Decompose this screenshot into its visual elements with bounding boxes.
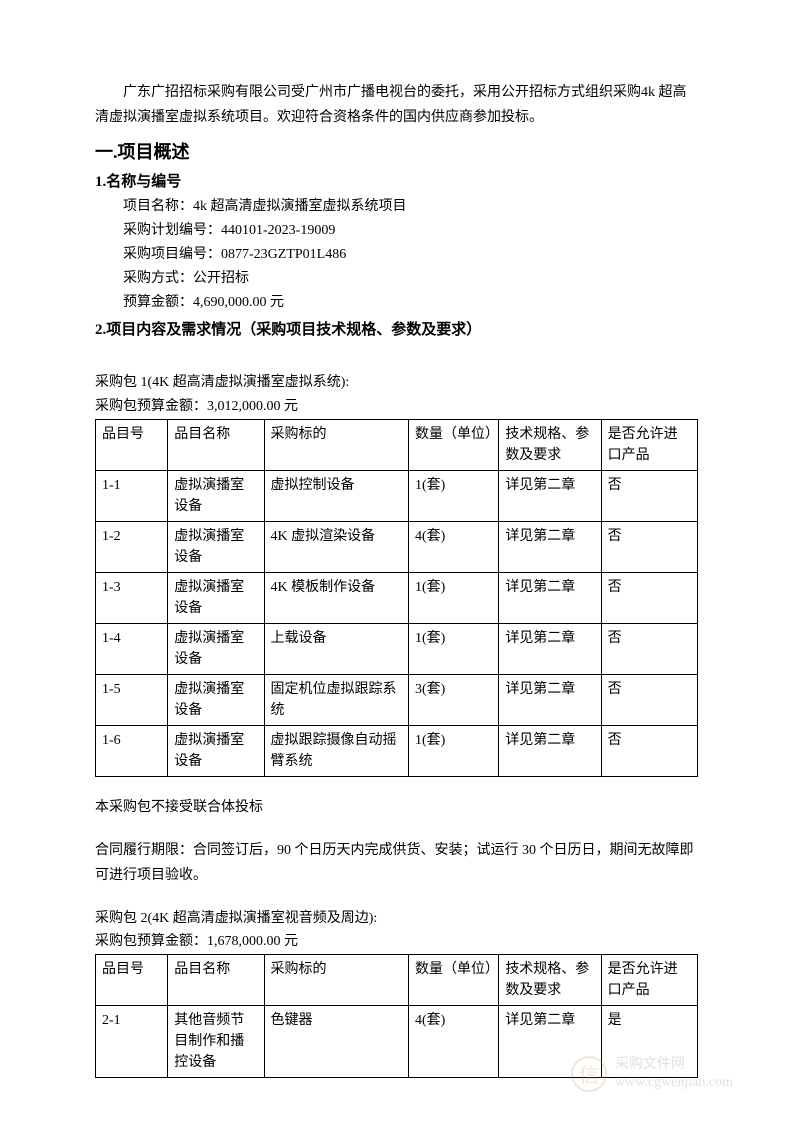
cell: 1(套) bbox=[409, 572, 499, 623]
cell: 1-3 bbox=[96, 572, 168, 623]
cell: 1(套) bbox=[409, 470, 499, 521]
intro-paragraph: 广东广招招标采购有限公司受广州市广播电视台的委托，采用公开招标方式组织采购4k … bbox=[95, 80, 698, 130]
cell: 详见第二章 bbox=[499, 470, 601, 521]
cell: 2-1 bbox=[96, 1006, 168, 1078]
cell: 详见第二章 bbox=[499, 521, 601, 572]
cell: 1(套) bbox=[409, 623, 499, 674]
cell: 虚拟跟踪摄像自动摇臂系统 bbox=[264, 725, 408, 776]
sub2-title: 2.项目内容及需求情况（采购项目技术规格、参数及要求） bbox=[95, 318, 698, 339]
cell: 否 bbox=[601, 572, 697, 623]
header-c2: 品目名称 bbox=[168, 955, 264, 1006]
cell: 4K 虚拟渲染设备 bbox=[264, 521, 408, 572]
method-line: 采购方式：公开招标 bbox=[95, 267, 698, 291]
section1-title: 一.项目概述 bbox=[95, 138, 698, 164]
proj-no-line: 采购项目编号：0877-23GZTP01L486 bbox=[95, 243, 698, 267]
cell: 详见第二章 bbox=[499, 572, 601, 623]
cell: 详见第二章 bbox=[499, 623, 601, 674]
cell: 4K 模板制作设备 bbox=[264, 572, 408, 623]
cell: 色键器 bbox=[264, 1006, 408, 1078]
table-header-row: 品目号 品目名称 采购标的 数量（单位） 技术规格、参数及要求 是否允许进口产品 bbox=[96, 955, 698, 1006]
watermark-line1: 采购文件网 bbox=[615, 1056, 733, 1074]
cell: 1-2 bbox=[96, 521, 168, 572]
header-c4: 数量（单位） bbox=[409, 955, 499, 1006]
header-c6: 是否允许进口产品 bbox=[601, 955, 697, 1006]
cell: 否 bbox=[601, 470, 697, 521]
budget-line: 预算金额：4,690,000.00 元 bbox=[95, 291, 698, 315]
cell: 否 bbox=[601, 725, 697, 776]
proj-no-label: 采购项目编号： bbox=[123, 247, 221, 262]
package1-note1: 本采购包不接受联合体投标 bbox=[95, 795, 698, 820]
package1-table: 品目号 品目名称 采购标的 数量（单位） 技术规格、参数及要求 是否允许进口产品… bbox=[95, 419, 698, 777]
cell: 详见第二章 bbox=[499, 725, 601, 776]
cell: 虚拟演播室设备 bbox=[168, 725, 264, 776]
package1-budget-value: 3,012,000.00 元 bbox=[207, 399, 298, 414]
header-c2: 品目名称 bbox=[168, 419, 264, 470]
table-row: 1-4 虚拟演播室设备 上载设备 1(套) 详见第二章 否 bbox=[96, 623, 698, 674]
cell: 4(套) bbox=[409, 1006, 499, 1078]
package2-title: 采购包 2(4K 超高清虚拟演播室视音频及周边): bbox=[95, 907, 698, 931]
cell: 否 bbox=[601, 623, 697, 674]
cell: 虚拟演播室设备 bbox=[168, 470, 264, 521]
watermark-text: 采购文件网 www.cgwenjian.com bbox=[615, 1056, 733, 1092]
cell: 3(套) bbox=[409, 674, 499, 725]
watermark-icon: 信 bbox=[571, 1056, 607, 1092]
header-c5: 技术规格、参数及要求 bbox=[499, 419, 601, 470]
cell: 其他音频节目制作和播控设备 bbox=[168, 1006, 264, 1078]
header-c1: 品目号 bbox=[96, 955, 168, 1006]
method-label: 采购方式： bbox=[123, 271, 193, 286]
watermark: 信 采购文件网 www.cgwenjian.com bbox=[571, 1056, 733, 1092]
table-header-row: 品目号 品目名称 采购标的 数量（单位） 技术规格、参数及要求 是否允许进口产品 bbox=[96, 419, 698, 470]
cell: 1-4 bbox=[96, 623, 168, 674]
cell: 4(套) bbox=[409, 521, 499, 572]
budget-label: 预算金额： bbox=[123, 295, 193, 310]
cell: 固定机位虚拟跟踪系统 bbox=[264, 674, 408, 725]
cell: 虚拟演播室设备 bbox=[168, 572, 264, 623]
plan-no-label: 采购计划编号： bbox=[123, 223, 221, 238]
package2-budget-value: 1,678,000.00 元 bbox=[207, 934, 298, 949]
header-c3: 采购标的 bbox=[264, 419, 408, 470]
package1-budget-label: 采购包预算金额： bbox=[95, 399, 207, 414]
cell: 虚拟演播室设备 bbox=[168, 674, 264, 725]
project-name-line: 项目名称：4k 超高清虚拟演播室虚拟系统项目 bbox=[95, 195, 698, 219]
budget-value: 4,690,000.00 元 bbox=[193, 295, 284, 310]
plan-no-line: 采购计划编号：440101-2023-19009 bbox=[95, 219, 698, 243]
cell: 1-5 bbox=[96, 674, 168, 725]
cell: 否 bbox=[601, 521, 697, 572]
package1-budget-line: 采购包预算金额：3,012,000.00 元 bbox=[95, 395, 698, 419]
package2-budget-label: 采购包预算金额： bbox=[95, 934, 207, 949]
header-c3: 采购标的 bbox=[264, 955, 408, 1006]
plan-no-value: 440101-2023-19009 bbox=[221, 223, 335, 238]
table-row: 1-2 虚拟演播室设备 4K 虚拟渲染设备 4(套) 详见第二章 否 bbox=[96, 521, 698, 572]
package2-budget-line: 采购包预算金额：1,678,000.00 元 bbox=[95, 930, 698, 954]
cell: 否 bbox=[601, 674, 697, 725]
header-c5: 技术规格、参数及要求 bbox=[499, 955, 601, 1006]
sub1-title: 1.名称与编号 bbox=[95, 170, 698, 191]
table-row: 1-3 虚拟演播室设备 4K 模板制作设备 1(套) 详见第二章 否 bbox=[96, 572, 698, 623]
table-row: 1-6 虚拟演播室设备 虚拟跟踪摄像自动摇臂系统 1(套) 详见第二章 否 bbox=[96, 725, 698, 776]
cell: 上载设备 bbox=[264, 623, 408, 674]
watermark-line2: www.cgwenjian.com bbox=[615, 1074, 733, 1092]
cell: 1(套) bbox=[409, 725, 499, 776]
header-c1: 品目号 bbox=[96, 419, 168, 470]
cell: 详见第二章 bbox=[499, 674, 601, 725]
cell: 1-6 bbox=[96, 725, 168, 776]
project-name-value: 4k 超高清虚拟演播室虚拟系统项目 bbox=[193, 199, 407, 214]
method-value: 公开招标 bbox=[193, 271, 249, 286]
package1-note2: 合同履行期限：合同签订后，90 个日历天内完成供货、安装；试运行 30 个日历日… bbox=[95, 838, 698, 888]
header-c6: 是否允许进口产品 bbox=[601, 419, 697, 470]
cell: 虚拟演播室设备 bbox=[168, 623, 264, 674]
table-row: 1-1 虚拟演播室设备 虚拟控制设备 1(套) 详见第二章 否 bbox=[96, 470, 698, 521]
cell: 虚拟演播室设备 bbox=[168, 521, 264, 572]
proj-no-value: 0877-23GZTP01L486 bbox=[221, 247, 346, 262]
table-row: 1-5 虚拟演播室设备 固定机位虚拟跟踪系统 3(套) 详见第二章 否 bbox=[96, 674, 698, 725]
cell: 1-1 bbox=[96, 470, 168, 521]
header-c4: 数量（单位） bbox=[409, 419, 499, 470]
package1-title: 采购包 1(4K 超高清虚拟演播室虚拟系统): bbox=[95, 371, 698, 395]
project-name-label: 项目名称： bbox=[123, 199, 193, 214]
cell: 虚拟控制设备 bbox=[264, 470, 408, 521]
